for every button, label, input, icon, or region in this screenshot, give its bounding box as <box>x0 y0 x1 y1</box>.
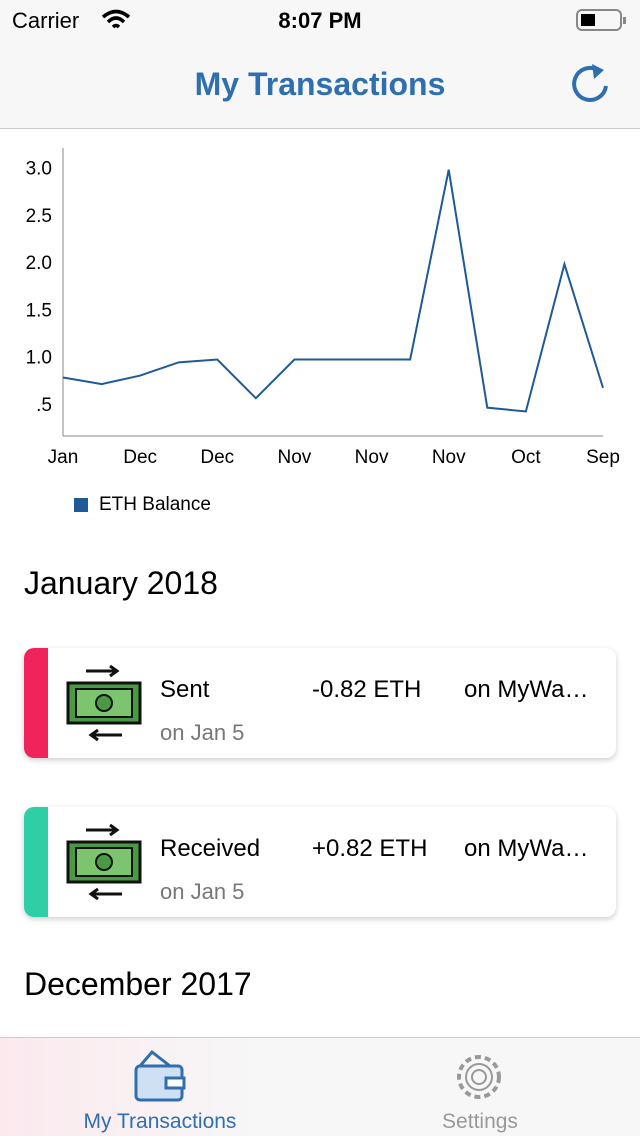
y-tick-label: 1.5 <box>26 300 52 321</box>
time: 8:07 PM <box>278 8 362 33</box>
transaction-wallet: on MyWa… <box>464 835 589 862</box>
header <box>0 0 640 129</box>
money-icon <box>66 823 142 901</box>
tab-bar <box>0 1037 640 1136</box>
y-tick-label: .5 <box>36 395 52 416</box>
legend-swatch <box>74 498 88 512</box>
transaction-amount: -0.82 ETH <box>312 676 422 703</box>
x-tick-label: Dec <box>200 447 234 468</box>
x-tick-label: Nov <box>278 447 312 468</box>
y-tick-label: 3.0 <box>26 159 52 180</box>
x-tick-label: Jan <box>48 447 79 468</box>
transaction-amount: +0.82 ETH <box>312 835 428 862</box>
transaction-card[interactable]: Sent -0.82 ETH on MyWa… on Jan 5 <box>24 648 616 758</box>
wallet-icon <box>134 1049 186 1102</box>
chart: .5 1.0 1.5 2.0 2.5 3.0 Jan Dec Dec Nov Nov Nov Oct Se… <box>26 148 620 515</box>
y-tick-label: 1.0 <box>26 348 52 369</box>
legend-label: ETH Balance <box>99 494 211 515</box>
wifi-icon <box>101 9 131 29</box>
carrier: Carrier <box>12 8 80 33</box>
line-series <box>62 169 604 413</box>
transaction-date: on Jan 5 <box>160 879 245 904</box>
section-title: January 2018 <box>24 565 218 601</box>
x-tick-label: Oct <box>511 447 541 468</box>
tab-label[interactable]: Settings <box>442 1110 518 1133</box>
transaction-type: Received <box>160 835 261 862</box>
battery-icon <box>576 9 626 31</box>
settings-icon <box>457 1055 501 1099</box>
tab-label[interactable]: My Transactions <box>83 1110 237 1133</box>
transaction-date: on Jan 5 <box>160 720 245 745</box>
transaction-type: Sent <box>160 676 210 703</box>
transaction-wallet: on MyWa… <box>464 676 589 703</box>
money-icon <box>66 664 142 742</box>
transaction-card[interactable]: Received +0.82 ETH on MyWa… on Jan 5 <box>24 807 616 917</box>
y-tick-label: 2.0 <box>26 253 52 274</box>
nav-title: My Transactions <box>194 66 446 102</box>
status-bar <box>24 807 48 917</box>
refresh-button[interactable] <box>568 60 612 108</box>
status-bar <box>24 648 48 758</box>
x-tick-label: Nov <box>355 447 389 468</box>
x-tick-label: Dec <box>123 447 157 468</box>
section-title: December 2017 <box>24 966 252 1002</box>
x-tick-label: Nov <box>432 447 466 468</box>
x-tick-label: Sep <box>586 447 620 468</box>
y-tick-label: 2.5 <box>26 206 52 227</box>
